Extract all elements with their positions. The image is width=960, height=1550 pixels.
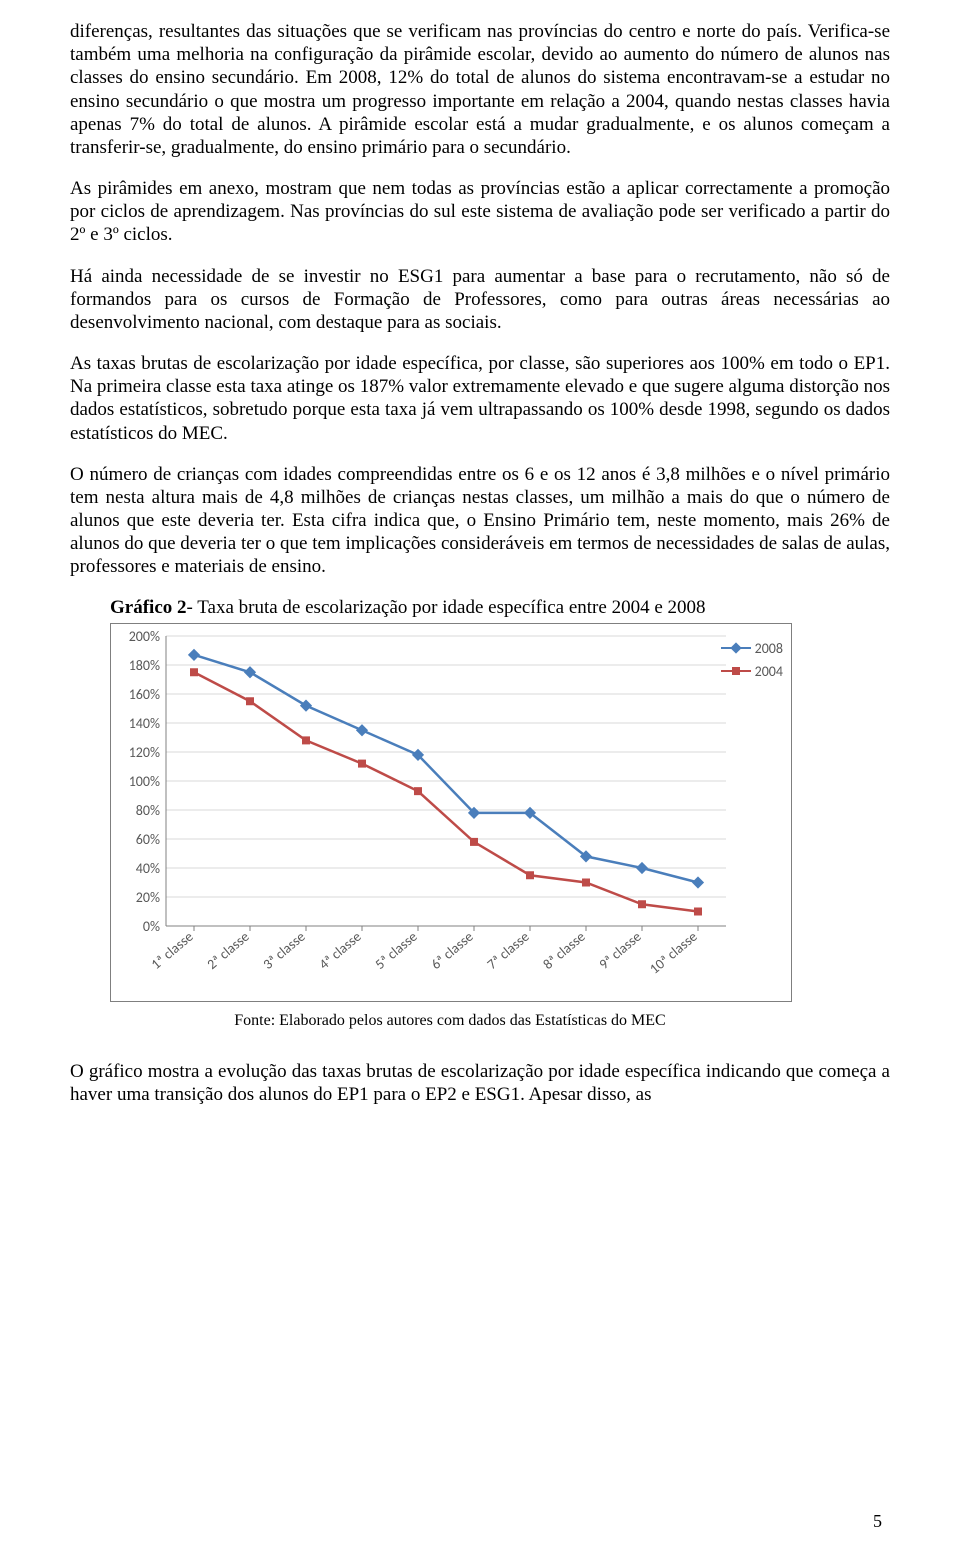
chart-title-number: Gráfico 2 — [110, 597, 187, 618]
legend-item: 2004 — [721, 663, 783, 680]
svg-text:8ª classe: 8ª classe — [540, 928, 589, 973]
paragraph-1: diferenças, resultantes das situações qu… — [70, 20, 890, 159]
svg-text:2ª classe: 2ª classe — [204, 928, 253, 973]
svg-text:80%: 80% — [136, 802, 160, 819]
legend-label: 2008 — [755, 640, 783, 657]
svg-text:3ª classe: 3ª classe — [260, 928, 309, 973]
chart-title-text: - Taxa bruta de escolarização por idade … — [187, 597, 706, 618]
svg-text:100%: 100% — [129, 773, 160, 790]
page-number: 5 — [873, 1511, 882, 1532]
chart-source: Fonte: Elaborado pelos autores com dados… — [110, 1012, 790, 1030]
svg-text:200%: 200% — [129, 628, 160, 645]
paragraph-3: Há ainda necessidade de se investir no E… — [70, 265, 890, 335]
svg-text:7ª classe: 7ª classe — [484, 928, 533, 973]
svg-text:160%: 160% — [129, 686, 160, 703]
paragraph-2: As pirâmides em anexo, mostram que nem t… — [70, 177, 890, 247]
svg-text:10ª classe: 10ª classe — [646, 928, 700, 978]
svg-text:4ª classe: 4ª classe — [316, 928, 365, 973]
svg-text:20%: 20% — [136, 889, 160, 906]
paragraph-6: O gráfico mostra a evolução das taxas br… — [70, 1060, 890, 1106]
legend-item: 2008 — [721, 640, 783, 657]
chart-legend: 2008 2004 — [721, 640, 783, 686]
paragraph-4: As taxas brutas de escolarização por ida… — [70, 352, 890, 445]
paragraph-5: O número de crianças com idades compreen… — [70, 463, 890, 579]
svg-text:9ª classe: 9ª classe — [596, 928, 645, 973]
svg-text:40%: 40% — [136, 860, 160, 877]
svg-text:6ª classe: 6ª classe — [428, 928, 477, 973]
svg-text:0%: 0% — [143, 918, 160, 935]
chart-container: 0%20%40%60%80%100%120%140%160%180%200%1ª… — [110, 623, 792, 1002]
svg-text:60%: 60% — [136, 831, 160, 848]
svg-text:180%: 180% — [129, 657, 160, 674]
svg-text:120%: 120% — [129, 744, 160, 761]
svg-text:5ª classe: 5ª classe — [372, 928, 421, 973]
chart-title: Gráfico 2- Taxa bruta de escolarização p… — [110, 597, 890, 619]
legend-label: 2004 — [755, 663, 783, 680]
line-chart-svg: 0%20%40%60%80%100%120%140%160%180%200%1ª… — [111, 624, 792, 996]
svg-text:140%: 140% — [129, 715, 160, 732]
